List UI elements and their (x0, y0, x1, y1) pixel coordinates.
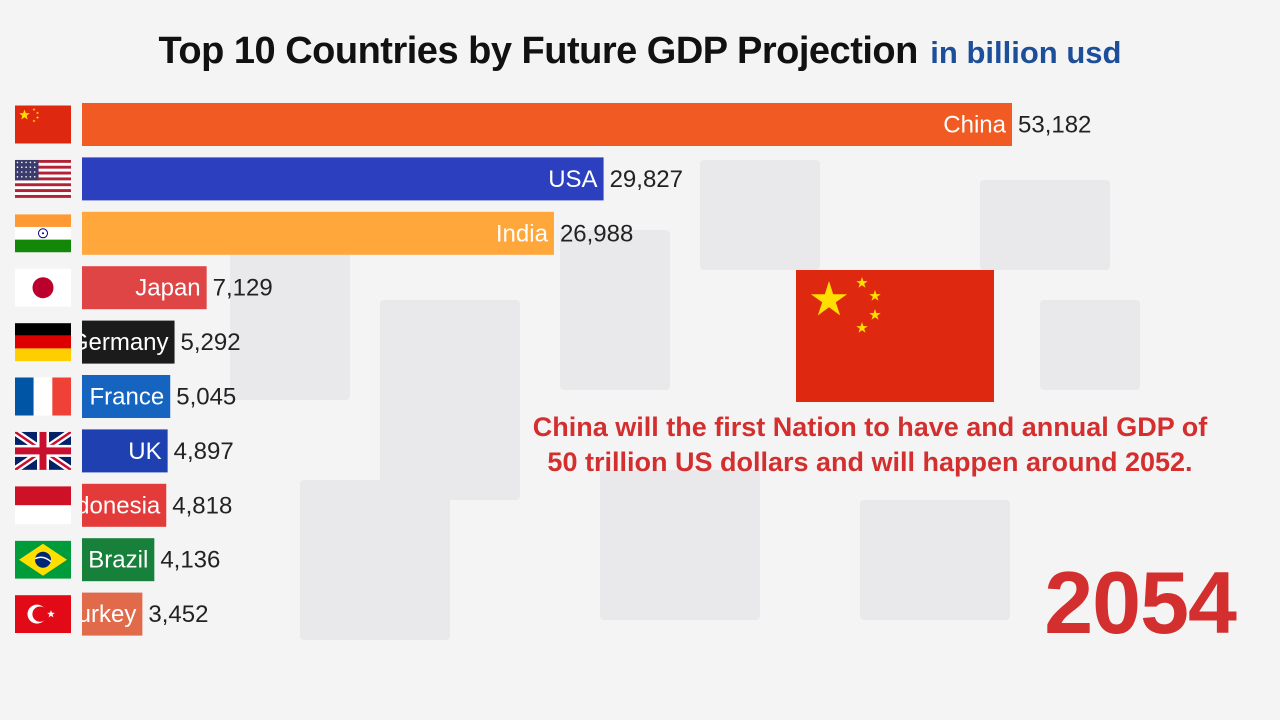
category-label: France (90, 384, 165, 411)
value-label: 4,818 (172, 492, 232, 519)
uk-flag-icon (15, 431, 71, 470)
category-label: Germany (70, 329, 169, 356)
annotation-line-1: China will the first Nation to have and … (532, 412, 1208, 442)
usa-flag-icon (15, 159, 71, 198)
india-flag-icon (15, 214, 71, 253)
bar-row-usa: USA 29,827 (15, 157, 683, 201)
flag-star-small (869, 290, 881, 301)
bar-row-france: France 5,045 (15, 375, 236, 418)
bar-turkey (82, 592, 143, 636)
category-label: USA (548, 166, 597, 193)
bar-brazil (82, 538, 155, 582)
unit-label: in billion usd (930, 35, 1122, 70)
category-label: Japan (135, 275, 200, 302)
value-label: 4,136 (160, 547, 220, 574)
value-label: 7,129 (213, 275, 273, 302)
annotation-line-2: 50 trillion US dollars and will happen a… (547, 447, 1193, 477)
japan-flag-icon (15, 268, 71, 307)
bar-uk (82, 429, 168, 473)
chart-title: Top 10 Countries by Future GDP Projectio… (158, 30, 919, 72)
bar-row-turkey: Turkey 3,452 (15, 592, 208, 636)
bar-row-japan: Japan 7,129 (15, 266, 273, 310)
bar-usa (82, 157, 604, 201)
bar-row-uk: UK 4,897 (15, 429, 234, 473)
value-label: 4,897 (174, 438, 234, 465)
flag-star-small (869, 309, 881, 320)
bar-row-brazil: Brazil 4,136 (15, 538, 220, 582)
bar-china (82, 103, 1012, 146)
germany-flag-icon (15, 323, 71, 362)
flag-star-small (856, 322, 868, 333)
bar-france (82, 375, 171, 418)
bar-india (82, 211, 554, 255)
flag-star-small (856, 277, 868, 288)
value-label: 53,182 (1018, 112, 1091, 139)
indonesia-flag-icon (15, 486, 71, 525)
chart-title-block: Top 10 Countries by Future GDP Projectio… (0, 30, 1280, 73)
france-flag-icon (15, 377, 71, 416)
brazil-flag-icon (15, 540, 71, 579)
bar-row-indonesia: Indonesia 4,818 (15, 483, 232, 527)
category-label: Turkey (64, 601, 136, 628)
bar-germany (82, 320, 175, 364)
bar-row-china: China 53,182 (15, 103, 1091, 146)
category-label: Indonesia (56, 492, 161, 519)
bar-indonesia (82, 483, 167, 527)
china-flag-large (796, 270, 994, 402)
value-label: 5,045 (176, 384, 236, 411)
category-label: Brazil (88, 547, 148, 574)
turkey-flag-icon (15, 595, 71, 634)
year-label: 2054 (1044, 553, 1237, 652)
category-label: China (943, 112, 1006, 139)
value-label: 26,988 (560, 220, 633, 247)
category-label: UK (128, 438, 161, 465)
annotation-text: China will the first Nation to have and … (480, 410, 1260, 480)
bar-row-india: India 26,988 (15, 211, 633, 255)
value-label: 5,292 (181, 329, 241, 356)
flag-star-large (810, 281, 848, 316)
value-label: 3,452 (148, 601, 208, 628)
category-label: India (496, 220, 549, 247)
china-flag-icon (15, 105, 71, 144)
value-label: 29,827 (610, 166, 683, 193)
bar-row-germany: Germany 5,292 (15, 320, 241, 364)
bar-japan (82, 266, 207, 310)
